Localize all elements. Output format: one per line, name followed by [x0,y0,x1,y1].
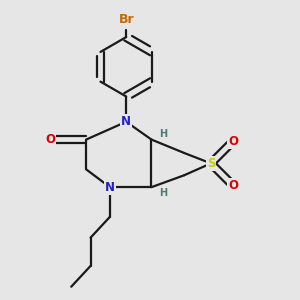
Text: H: H [159,129,167,139]
Text: H: H [159,188,167,198]
Text: O: O [45,133,56,146]
Text: Br: Br [118,13,134,26]
Text: S: S [207,157,215,170]
Text: O: O [228,179,238,192]
Text: N: N [121,115,131,128]
Text: O: O [228,135,238,148]
Text: N: N [105,181,115,194]
